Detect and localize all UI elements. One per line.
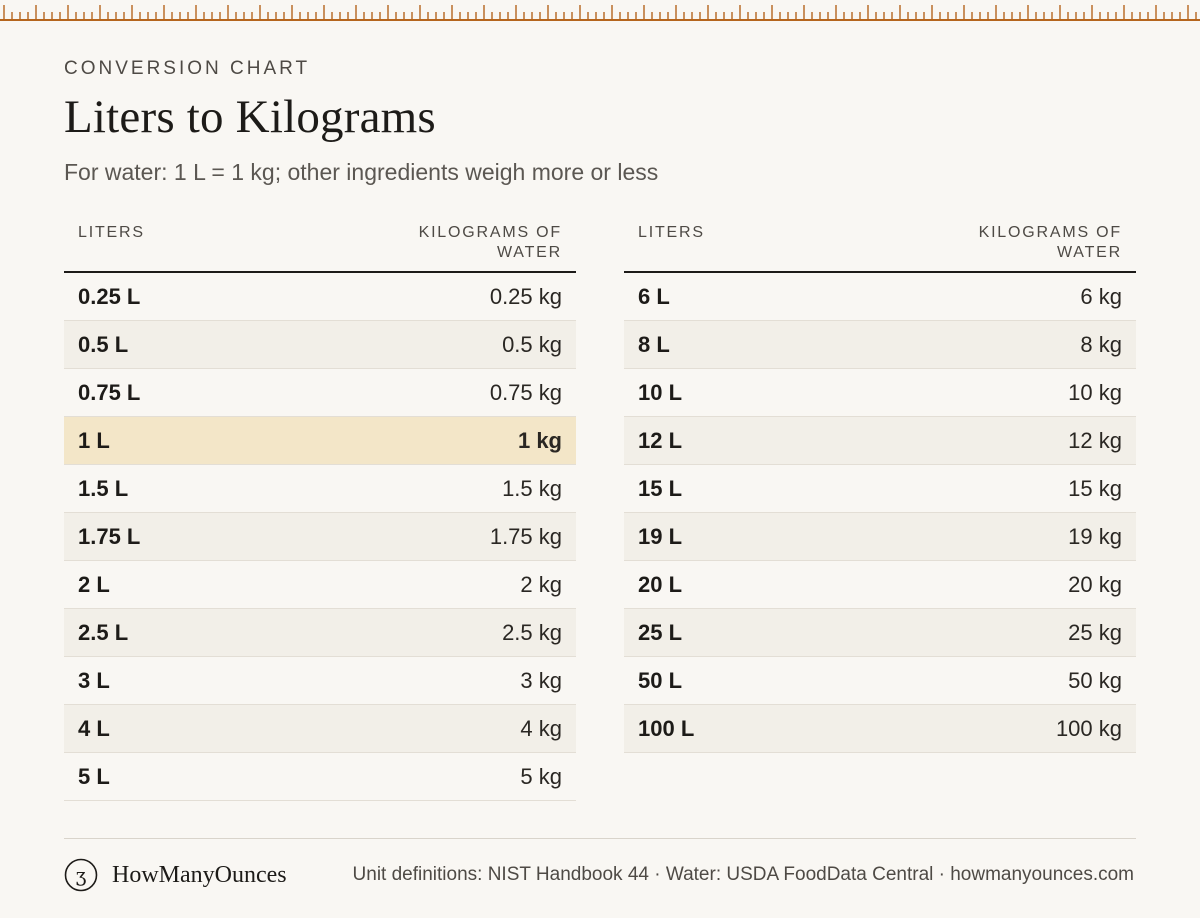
- table-row: 15 L 15 kg: [624, 465, 1136, 513]
- kilograms-cell: 15 kg: [1068, 475, 1122, 501]
- table-row: 1.5 L 1.5 kg: [64, 465, 576, 513]
- liters-cell: 2 L: [78, 571, 110, 597]
- column-header-kilograms: KILOGRAMS OF WATER: [979, 223, 1122, 271]
- liters-cell: 0.5 L: [78, 331, 129, 357]
- liters-cell: 1 L: [78, 427, 110, 453]
- kilograms-cell: 1.75 kg: [489, 523, 562, 549]
- kilograms-cell: 12 kg: [1068, 427, 1122, 453]
- liters-cell: 15 L: [638, 475, 683, 501]
- column-header-liters: LITERS: [78, 224, 145, 241]
- column-header-kilograms-line1: KILOGRAMS OF: [418, 224, 562, 241]
- kilograms-cell: 3 kg: [520, 667, 562, 693]
- brand-logo-glyph: ʒ: [76, 865, 87, 887]
- table-row: 2.5 L 2.5 kg: [64, 609, 576, 657]
- kilograms-cell: 2.5 kg: [502, 619, 562, 645]
- footer-divider: [64, 838, 1136, 839]
- liters-cell: 1.75 L: [78, 523, 141, 549]
- table-body: 6 L 6 kg 8 L 8 kg 10 L 10 kg 12 L 12 kg 15 L 15 k…: [624, 273, 1136, 753]
- kilograms-cell: 50 kg: [1068, 667, 1122, 693]
- liters-cell: 6 L: [638, 283, 670, 309]
- liters-cell: 100 L: [638, 715, 695, 741]
- kilograms-cell: 10 kg: [1068, 379, 1122, 405]
- table-row: 2 L 2 kg: [64, 561, 576, 609]
- column-header-liters: LITERS: [638, 224, 705, 241]
- brand-link[interactable]: ʒ HowManyOunces: [64, 857, 287, 893]
- ruler-decoration: [0, 0, 1200, 22]
- page-title: Liters to Kilograms: [64, 91, 436, 143]
- kilograms-cell: 2 kg: [520, 571, 562, 597]
- table-row: 10 L 10 kg: [624, 369, 1136, 417]
- table-row: 5 L 5 kg: [64, 753, 576, 801]
- kilograms-cell: 4 kg: [520, 715, 562, 741]
- liters-cell: 10 L: [638, 379, 683, 405]
- kilograms-cell: 0.75 kg: [489, 379, 562, 405]
- table-row: 19 L 19 kg: [624, 513, 1136, 561]
- table-row: 25 L 25 kg: [624, 609, 1136, 657]
- table-header: LITERS KILOGRAMS OF WATER: [624, 220, 1136, 273]
- liters-cell: 12 L: [638, 427, 683, 453]
- column-header-kilograms-line2: WATER: [497, 244, 562, 261]
- liters-cell: 0.25 L: [78, 283, 141, 309]
- table-row: 3 L 3 kg: [64, 657, 576, 705]
- table-row: 1.75 L 1.75 kg: [64, 513, 576, 561]
- conversion-table-left: LITERS KILOGRAMS OF WATER 0.25 L 0.25 kg 0…: [64, 220, 576, 801]
- table-row: 0.25 L 0.25 kg: [64, 273, 576, 321]
- kilograms-cell: 25 kg: [1068, 619, 1122, 645]
- conversion-table-right: LITERS KILOGRAMS OF WATER 6 L 6 kg 8 L 8 kg…: [624, 220, 1136, 753]
- table-header: LITERS KILOGRAMS OF WATER: [64, 220, 576, 273]
- kilograms-cell: 100 kg: [1055, 715, 1122, 741]
- kilograms-cell: 8 kg: [1080, 331, 1122, 357]
- table-row: 20 L 20 kg: [624, 561, 1136, 609]
- brand-logo-icon: ʒ: [64, 858, 98, 892]
- kilograms-cell: 20 kg: [1068, 571, 1122, 597]
- liters-cell: 8 L: [638, 331, 670, 357]
- liters-cell: 0.75 L: [78, 379, 141, 405]
- table-row: 6 L 6 kg: [624, 273, 1136, 321]
- liters-cell: 19 L: [638, 523, 683, 549]
- page-subtitle: For water: 1 L = 1 kg; other ingredients…: [64, 159, 659, 185]
- liters-cell: 4 L: [78, 715, 110, 741]
- kilograms-cell: 0.5 kg: [502, 331, 562, 357]
- table-row: 0.75 L 0.75 kg: [64, 369, 576, 417]
- kilograms-cell: 5 kg: [520, 763, 562, 789]
- table-row: 100 L 100 kg: [624, 705, 1136, 753]
- table-row: 1 L 1 kg: [64, 417, 576, 465]
- kilograms-cell: 0.25 kg: [489, 283, 562, 309]
- column-header-kilograms: KILOGRAMS OF WATER: [419, 223, 562, 271]
- kilograms-cell: 19 kg: [1068, 523, 1122, 549]
- column-header-kilograms-line1: KILOGRAMS OF: [978, 224, 1122, 241]
- kilograms-cell: 1 kg: [517, 427, 562, 453]
- sources-attribution: Unit definitions: NIST Handbook 44 · Wat…: [352, 864, 1134, 885]
- table-row: 0.5 L 0.5 kg: [64, 321, 576, 369]
- ruler-ticks: [0, 5, 1200, 21]
- liters-cell: 1.5 L: [78, 475, 129, 501]
- liters-cell: 50 L: [638, 667, 683, 693]
- liters-cell: 20 L: [638, 571, 683, 597]
- table-body: 0.25 L 0.25 kg 0.5 L 0.5 kg 0.75 L 0.75 kg 1 L…: [64, 273, 576, 801]
- table-row: 12 L 12 kg: [624, 417, 1136, 465]
- column-header-kilograms-line2: WATER: [1057, 244, 1122, 261]
- liters-cell: 2.5 L: [78, 619, 129, 645]
- liters-cell: 5 L: [78, 763, 110, 789]
- liters-cell: 3 L: [78, 667, 110, 693]
- brand-name: HowManyOunces: [112, 861, 287, 888]
- table-row: 8 L 8 kg: [624, 321, 1136, 369]
- kilograms-cell: 1.5 kg: [502, 475, 562, 501]
- liters-cell: 25 L: [638, 619, 683, 645]
- eyebrow-label: CONVERSION CHART: [64, 58, 311, 79]
- table-row: 50 L 50 kg: [624, 657, 1136, 705]
- kilograms-cell: 6 kg: [1080, 283, 1122, 309]
- table-row: 4 L 4 kg: [64, 705, 576, 753]
